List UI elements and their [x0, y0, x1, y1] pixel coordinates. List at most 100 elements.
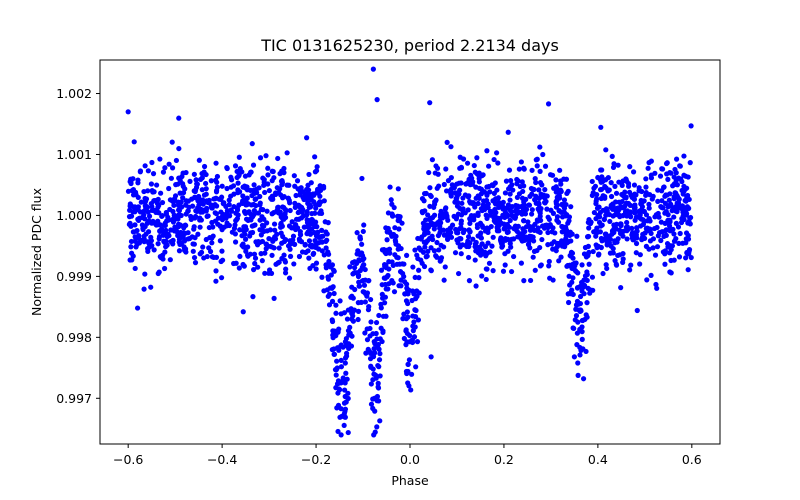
data-point: [676, 254, 683, 260]
data-point: [263, 241, 270, 247]
data-point: [457, 165, 463, 171]
data-point: [631, 196, 637, 202]
data-point: [198, 249, 205, 255]
data-point: [239, 200, 245, 206]
data-point: [438, 257, 444, 263]
data-point: [333, 372, 339, 378]
data-point: [529, 211, 535, 217]
data-point: [275, 204, 281, 211]
data-point: [289, 219, 295, 225]
data-point: [174, 229, 180, 235]
data-point: [341, 411, 347, 417]
data-point: [370, 66, 376, 72]
data-point: [648, 272, 654, 278]
data-point: [596, 219, 603, 226]
data-point: [589, 178, 595, 185]
data-point: [348, 294, 354, 300]
data-point: [173, 157, 179, 164]
data-point: [282, 259, 289, 265]
data-point: [213, 211, 220, 217]
data-point: [656, 214, 662, 220]
data-point: [285, 195, 291, 201]
data-point: [504, 205, 510, 211]
data-point: [661, 184, 667, 190]
data-point: [421, 263, 428, 270]
data-point: [414, 293, 420, 299]
data-point: [643, 176, 649, 182]
data-point: [396, 283, 402, 289]
data-point: [607, 218, 613, 225]
data-point: [213, 278, 219, 284]
data-point: [373, 319, 380, 326]
data-point: [236, 172, 242, 178]
data-point: [539, 236, 545, 243]
data-point: [135, 194, 141, 201]
data-point: [361, 222, 367, 228]
data-point: [228, 184, 234, 190]
data-point: [664, 160, 670, 166]
data-point: [553, 177, 559, 183]
data-point: [484, 148, 490, 154]
data-point: [159, 199, 166, 206]
data-point: [357, 234, 363, 240]
data-point: [258, 206, 264, 213]
data-point: [218, 258, 224, 265]
data-point: [558, 209, 564, 215]
data-point: [629, 230, 636, 236]
data-point: [480, 224, 486, 230]
data-point: [530, 186, 537, 192]
data-point: [292, 200, 298, 206]
data-point: [156, 210, 162, 216]
data-point: [612, 183, 618, 189]
data-point: [563, 201, 569, 208]
data-point: [554, 197, 560, 203]
data-point: [406, 357, 413, 363]
data-point: [276, 245, 282, 251]
data-point: [273, 261, 279, 267]
data-point: [141, 286, 147, 292]
data-point: [591, 209, 597, 216]
data-point: [618, 221, 624, 227]
data-point: [383, 286, 389, 292]
data-point: [428, 193, 434, 200]
data-point: [629, 225, 635, 231]
data-point: [155, 218, 161, 224]
data-point: [257, 217, 263, 223]
y-tick-label: 0.998: [56, 330, 92, 345]
data-point: [261, 228, 267, 235]
data-point: [594, 245, 600, 251]
data-point: [403, 342, 409, 348]
data-point: [484, 225, 490, 231]
data-point: [428, 245, 434, 251]
data-point: [660, 205, 666, 211]
data-point: [251, 267, 257, 273]
data-point: [368, 296, 374, 303]
data-point: [609, 153, 615, 159]
data-point: [527, 277, 534, 284]
data-point: [578, 347, 584, 353]
data-point: [472, 204, 478, 210]
data-point: [441, 181, 447, 188]
data-point: [537, 213, 543, 219]
data-point: [633, 240, 640, 247]
data-point: [510, 187, 516, 193]
data-point: [203, 236, 209, 243]
data-point: [518, 159, 524, 165]
data-point: [251, 222, 257, 229]
data-point: [556, 192, 562, 199]
data-point: [533, 179, 539, 186]
data-point: [546, 263, 552, 269]
data-point: [148, 284, 154, 290]
data-point: [455, 230, 461, 236]
data-point: [269, 168, 275, 174]
data-point: [203, 180, 209, 187]
data-point: [521, 217, 527, 224]
data-point: [648, 230, 654, 236]
data-point: [128, 244, 134, 250]
data-point: [523, 224, 530, 230]
data-point: [187, 178, 193, 184]
data-point: [269, 252, 275, 258]
data-point: [537, 263, 544, 269]
data-point: [475, 193, 482, 199]
data-point: [282, 214, 289, 221]
